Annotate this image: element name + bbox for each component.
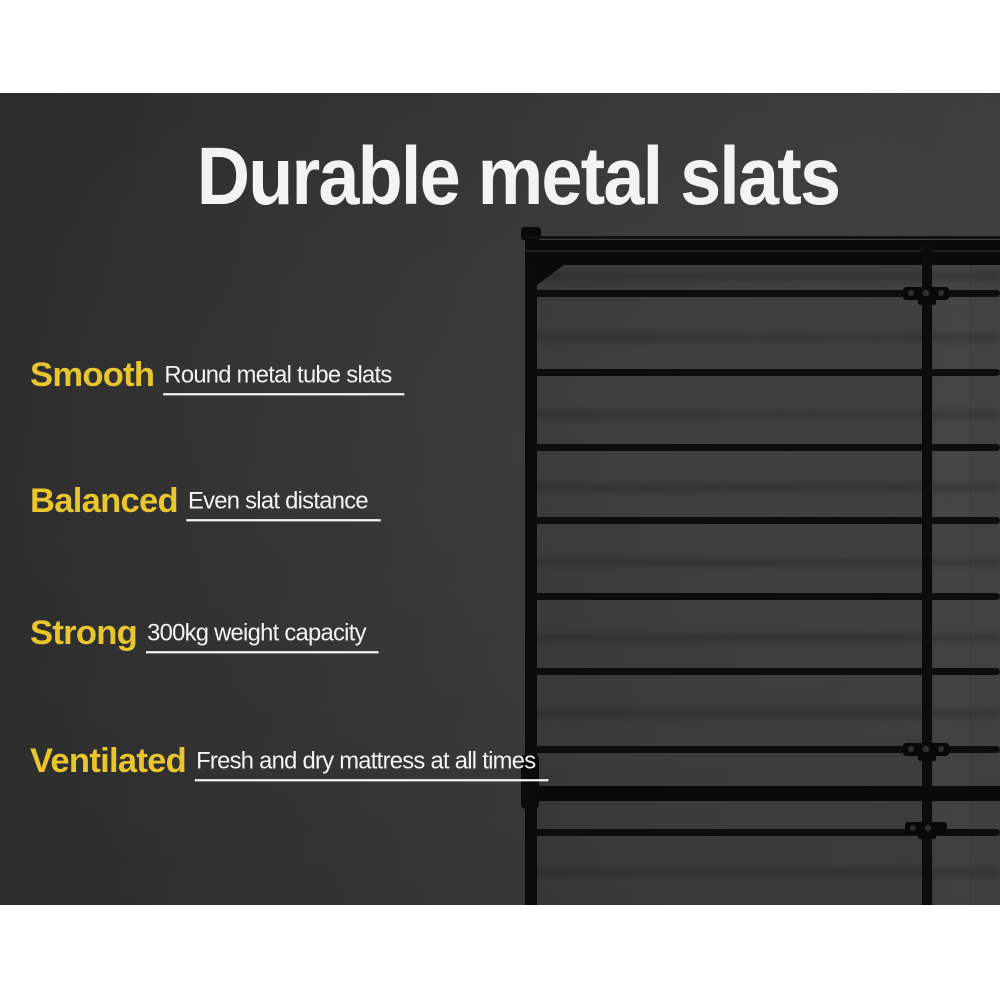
slat-shadows xyxy=(531,271,1000,877)
feature-row-smooth: Smooth Round metal tube slats xyxy=(30,355,405,399)
bed-slat xyxy=(533,369,1000,376)
bed-slat-clamps xyxy=(903,287,949,839)
bed-slat xyxy=(533,668,1000,675)
feature-label: Smooth xyxy=(30,355,155,394)
bed-slat xyxy=(533,517,1000,524)
feature-label: Balanced xyxy=(30,481,179,520)
bed-slat xyxy=(533,593,1000,600)
page-title: Durable metal slats xyxy=(196,131,841,222)
bed-slat xyxy=(533,444,1000,451)
bed-center-support-bar xyxy=(922,243,932,905)
bed-left-post xyxy=(525,233,537,905)
bed-slat xyxy=(533,746,1000,753)
bed-corner-joint xyxy=(537,265,564,285)
bed-slat-clamp xyxy=(905,822,947,839)
feature-description: Round metal tube slats xyxy=(162,361,405,396)
bed-slat-clamp xyxy=(903,287,949,305)
feature-row-balanced: Balanced Even slat distance xyxy=(30,481,381,525)
bed-slat xyxy=(533,829,1000,836)
feature-label: Ventilated xyxy=(30,741,187,780)
feature-label: Strong xyxy=(30,613,138,652)
dark-background-panel xyxy=(0,93,1000,905)
product-photo-bed-frame xyxy=(521,227,1000,905)
feature-description: Fresh and dry mattress at all times xyxy=(194,747,549,782)
bed-bottom-rail xyxy=(531,786,1000,801)
bed-top-rail-edge xyxy=(525,236,1000,239)
feature-row-strong: Strong 300kg weight capacity xyxy=(30,613,379,657)
feature-description: 300kg weight capacity xyxy=(145,619,379,654)
bed-top-rail xyxy=(525,240,1000,265)
bed-slat xyxy=(533,290,1000,297)
bed-slat-clamp xyxy=(903,743,949,761)
bed-slats xyxy=(533,290,1000,836)
feature-row-ventilated: Ventilated Fresh and dry mattress at all… xyxy=(30,741,549,785)
bed-top-rail-seam xyxy=(525,250,1000,252)
feature-description: Even slat distance xyxy=(186,487,381,522)
